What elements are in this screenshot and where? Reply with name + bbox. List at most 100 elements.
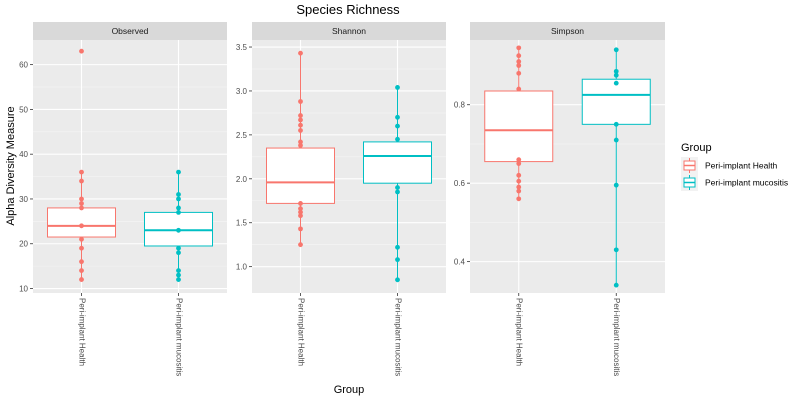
data-point [79, 178, 84, 184]
data-point [395, 244, 400, 250]
y-tick-label: 60 [19, 61, 28, 70]
data-point [176, 277, 181, 282]
y-tick-label: 3.0 [236, 87, 248, 96]
y-tick-label: 1.5 [236, 219, 248, 228]
data-point [79, 169, 84, 175]
data-point [298, 143, 303, 148]
legend-item-health: Peri-implant Health [681, 157, 778, 174]
data-point [395, 185, 400, 190]
data-point [298, 128, 303, 133]
data-point [516, 188, 522, 194]
data-point [176, 169, 181, 175]
data-point [176, 205, 181, 211]
x-tick-label: Peri-implant mucositis [612, 298, 621, 376]
legend-item-mucositis: Peri-implant mucositis [681, 174, 788, 191]
y-tick-label: 40 [19, 150, 28, 159]
data-point [79, 205, 84, 211]
data-point [516, 63, 522, 68]
data-point [613, 80, 619, 86]
data-point [395, 85, 400, 90]
y-axis-title: Alpha Diversity Measure [5, 106, 17, 225]
box-mucositis [581, 47, 651, 288]
data-point [516, 172, 522, 178]
y-tick-label: 0.6 [454, 179, 466, 188]
data-point [516, 157, 522, 163]
data-point [516, 161, 522, 166]
data-point [176, 250, 181, 256]
panel-background [470, 40, 665, 293]
data-point [516, 178, 522, 184]
x-tick-label: Peri-implant mucositis [174, 298, 183, 376]
facet-panel-observed: Observed 10 20 30 40 50 60 Peri-implant Health P… [19, 22, 227, 376]
x-tick-label: Peri-implant Health [515, 298, 524, 366]
data-point [298, 113, 303, 118]
facet-panel-shannon: Shannon 1.0 1.5 2.0 2.5 3.0 3.5 Peri-implant He… [236, 22, 446, 376]
data-point [613, 47, 619, 53]
legend: Group Peri-implant Health Peri-implant mu… [681, 142, 788, 191]
box-iqr [484, 90, 554, 163]
data-point [298, 206, 303, 212]
legend-item-label: Peri-implant mucositis [705, 178, 788, 188]
box-mucositis [144, 169, 213, 282]
legend-items: Peri-implant Health Peri-implant mucositi… [681, 157, 788, 191]
data-point [79, 268, 84, 274]
facet-strip [470, 22, 665, 40]
box-health [266, 50, 335, 248]
data-point [613, 121, 619, 127]
data-point [516, 70, 522, 76]
data-point [298, 139, 303, 145]
data-point [613, 282, 619, 288]
data-point [79, 196, 84, 202]
y-tick-label: 3.5 [236, 43, 248, 52]
data-point [395, 189, 400, 195]
data-point [79, 223, 84, 229]
data-point [516, 53, 522, 59]
data-point [613, 137, 619, 143]
y-tick-label: 1.0 [236, 263, 248, 272]
y-tick-label: 2.5 [236, 131, 248, 140]
data-point [395, 257, 400, 263]
data-point [298, 226, 303, 232]
box-health [484, 45, 554, 202]
legend-item-label: Peri-implant Health [705, 161, 778, 171]
x-tick-label: Peri-implant Health [296, 298, 305, 366]
facet-strip-label: Shannon [332, 26, 366, 36]
y-tick-label: 2.0 [236, 175, 248, 184]
data-point [395, 114, 400, 120]
data-point [395, 123, 400, 129]
facet-strip [33, 22, 227, 40]
data-point [613, 72, 619, 78]
data-point [613, 182, 619, 188]
data-point [176, 192, 181, 197]
data-point [298, 200, 303, 206]
data-point [79, 236, 84, 242]
data-point [79, 245, 84, 251]
data-point [79, 259, 84, 265]
data-point [176, 227, 181, 233]
data-point [298, 99, 303, 104]
data-point [176, 196, 181, 202]
box-mucositis [363, 85, 432, 283]
data-point [298, 209, 303, 215]
y-tick-label: 20 [19, 240, 28, 249]
box-iqr [47, 207, 116, 238]
data-point [298, 242, 303, 248]
facet-strip-label: Observed [112, 26, 149, 36]
y-tick-label: 0.8 [454, 101, 466, 110]
data-point [79, 201, 84, 206]
data-point [176, 268, 181, 274]
facet-strip-label: Simpson [551, 26, 584, 36]
data-point [176, 209, 181, 215]
panel-background [33, 40, 227, 293]
box-health [47, 48, 116, 282]
x-axis-title: Group [334, 384, 365, 396]
data-point [516, 184, 522, 190]
data-point [176, 245, 181, 251]
data-point [395, 277, 400, 283]
data-point [516, 45, 522, 51]
data-point [516, 86, 522, 92]
y-tick-label: 10 [19, 285, 28, 294]
facet-strip [252, 22, 446, 40]
y-tick-label: 50 [19, 105, 28, 114]
